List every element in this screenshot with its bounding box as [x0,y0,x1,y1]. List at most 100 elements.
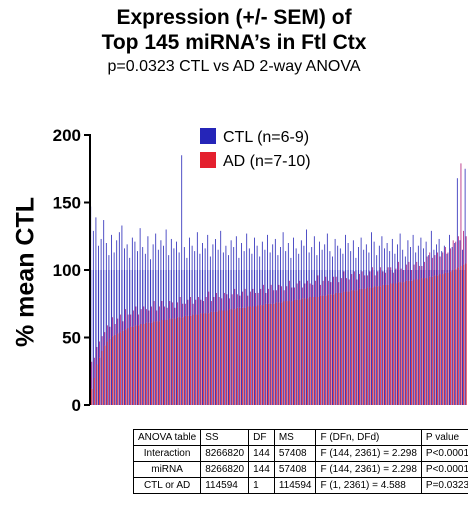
anova-row-interaction: Interaction 8266820 144 57408 F (144, 23… [132,445,468,462]
ctl-bar [399,270,401,405]
ctl-bar [259,270,261,405]
ad-bar [249,306,251,405]
ctl-bar [425,270,427,405]
anova-cell: 144 [248,461,275,478]
ad-bar [465,263,467,405]
ctl-bar [282,270,284,405]
chart-subtitle: p=0.0323 CTL vs AD 2-way ANOVA [107,58,361,75]
ctl-bar [415,270,417,405]
anova-row-ctl-or-ad: CTL or AD 114594 1 114594 F (1, 2361) = … [132,477,468,494]
anova-header: P value [420,429,468,446]
ad-bar [174,318,176,405]
y-tick-label: 50 [62,329,81,348]
ctl-bar [274,270,276,405]
ad-bar [301,298,303,405]
ad-bar [434,275,436,405]
ctl-bar [451,270,453,405]
ctl-bar [433,270,435,405]
ctl-bar [246,270,248,405]
ad-bar [273,303,275,405]
ctl-bar [394,270,396,405]
ad-bar [286,301,288,405]
ad-bar [260,305,262,405]
anova-cell: 1 [248,477,275,494]
ad-bar [231,309,233,405]
ctl-bar [173,270,175,405]
ctl-bar [217,270,219,405]
ctl-bar [95,270,97,405]
ctl-bar [269,270,271,405]
ad-bar [390,283,392,405]
ctl-bar [373,270,375,405]
ctl-bar [100,270,102,405]
ad-bar [101,351,103,405]
ctl-bar [430,270,432,405]
ctl-bar [243,270,245,405]
ad-bar [330,294,332,405]
ctl-bar [191,270,193,405]
ctl-bar [152,270,154,405]
ctl-bar [363,270,365,405]
ad-bar [442,274,444,405]
ctl-bar [194,270,196,405]
ad-bar [317,297,319,405]
ad-bar [288,301,290,405]
ctl-bar [409,270,412,405]
ctl-bar [225,270,227,405]
ad-bar [457,267,459,405]
ctl-bar [303,270,305,405]
ctl-bar [321,270,323,405]
legend: CTL (n=6-9) AD (n=7-10) [200,128,311,170]
ctl-bar [381,270,383,405]
ad-bar [96,364,98,405]
ad-bar [106,341,108,405]
ad-bar [426,278,428,405]
ad-bar [280,302,283,405]
ad-bar [135,325,137,405]
ad-bar [395,283,397,405]
ad-bar [455,268,457,405]
ad-bar [247,306,249,405]
ctl-bar [131,270,133,405]
ad-bar [332,294,335,405]
ctl-bar [389,270,391,405]
ctl-bar [334,270,336,405]
ctl-bar [253,270,256,405]
anova-cell: P<0.0001 [420,445,468,462]
ad-bar [176,317,179,405]
ad-bar [130,326,132,405]
ctl-bar [391,270,393,405]
ad-bar [416,279,418,405]
ctl-bar [108,270,110,405]
ad-bar [299,299,301,405]
ad-bar [205,313,207,405]
ad-bar [124,329,127,405]
ad-bar [382,284,384,405]
ad-bar [228,309,231,405]
ctl-bar [113,270,115,405]
ad-bar [397,282,400,405]
ad-bar [197,314,199,405]
ad-bar [327,294,329,405]
anova-header: ANOVA table [132,429,202,446]
ad-bar [171,318,173,405]
ctl-bar [329,270,331,405]
ad-bar [403,282,405,405]
ctl-bar [238,270,240,405]
anova-cell: 114594 [200,477,250,494]
ctl-bar [162,270,165,405]
ad-bar [379,286,381,405]
ad-bar [145,322,147,405]
ctl-bar [287,270,289,405]
ctl-bar [459,270,461,405]
ad-bar [187,315,189,405]
ctl-bar [464,270,466,405]
ad-bar [374,286,376,405]
anova-cell: 57408 [273,445,317,462]
ctl-bar [342,270,344,405]
ctl-bar [285,270,287,405]
ctl-bar [290,270,292,405]
ad-bar [119,332,121,405]
ctl-bar [308,270,310,405]
ctl-bar [212,270,214,405]
